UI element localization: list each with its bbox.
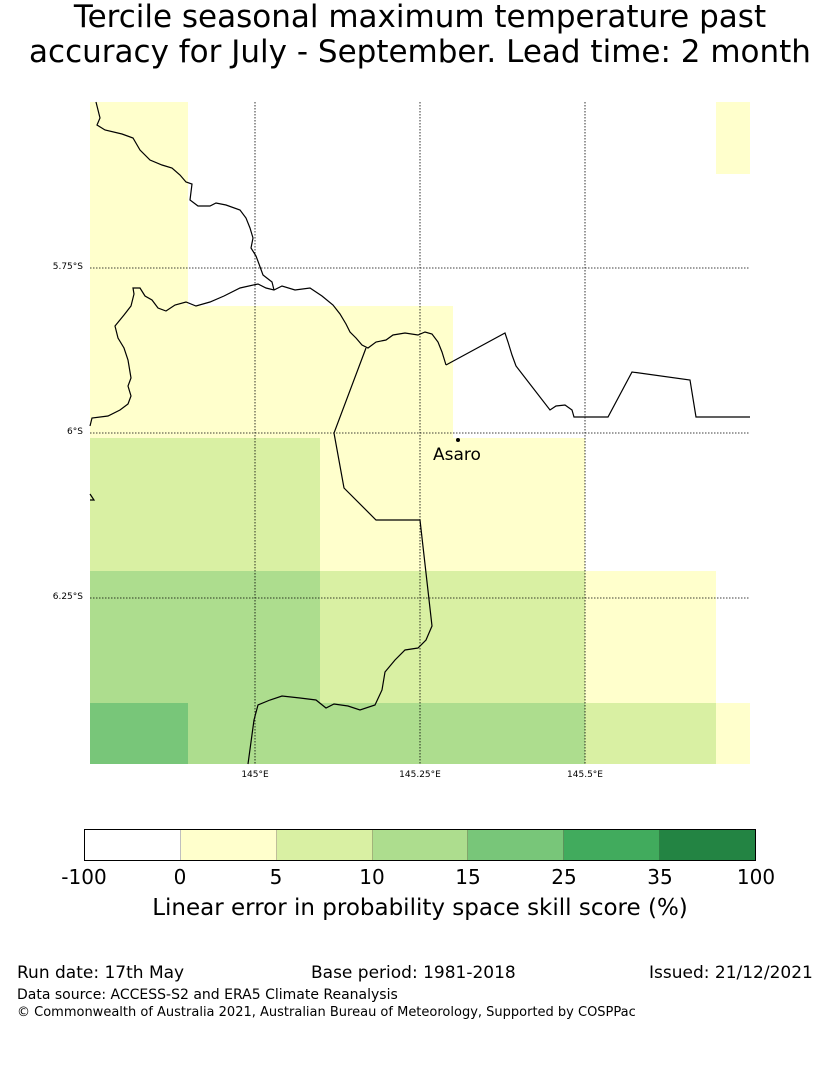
- colorbar-tick: 5: [269, 865, 283, 889]
- grid-cell: [585, 703, 716, 764]
- colorbar-cell: [85, 830, 181, 860]
- lon-label-145: 145°E: [241, 770, 269, 780]
- asaro-marker: [456, 438, 460, 442]
- grid-cell: [90, 306, 453, 438]
- place-label-asaro: Asaro: [433, 445, 481, 465]
- colorbar-cell: [564, 830, 661, 860]
- grid-cell: [90, 703, 188, 764]
- colorbar-tick: 0: [173, 865, 187, 889]
- copyright: © Commonwealth of Australia 2021, Austra…: [17, 1005, 636, 1020]
- colorbar-tick: 100: [736, 865, 776, 889]
- boundary-fragment: [89, 493, 96, 501]
- colorbar-tick: 35: [647, 865, 673, 889]
- boundary-east: [445, 332, 750, 418]
- colorbar-cell: [276, 830, 373, 860]
- skill-score-map: [89, 101, 750, 765]
- colorbar-tick: 15: [455, 865, 481, 889]
- boundary-west: [89, 283, 447, 427]
- grid-cell: [716, 703, 750, 764]
- colorbar-label: Linear error in probability space skill …: [152, 895, 688, 921]
- skill-grid-cells: [90, 102, 750, 764]
- lon-label-145-25: 145.25°E: [399, 770, 441, 780]
- lat-label-6: 6°S: [67, 427, 83, 437]
- colorbar-cell: [180, 830, 277, 860]
- province-boundaries: [89, 101, 750, 765]
- colorbar-tick: -100: [61, 865, 107, 889]
- colorbar-cell: [468, 830, 565, 860]
- colorbar-cell: [660, 830, 756, 860]
- lon-label-145-5: 145.5°E: [567, 770, 603, 780]
- map-title-line1: Tercile seasonal maximum temperature pas…: [73, 0, 767, 35]
- grid-cell: [716, 102, 750, 174]
- grid-cell: [585, 571, 716, 703]
- grid-cell: [90, 571, 320, 703]
- colorbar-cell: [372, 830, 469, 860]
- map-title-line2: accuracy for July - September. Lead time…: [29, 34, 811, 70]
- lat-label-6-25: 6.25°S: [52, 592, 83, 602]
- grid-cell: [90, 102, 188, 306]
- lat-label-5-75: 5.75°S: [52, 262, 83, 272]
- colorbar-tick: 25: [551, 865, 577, 889]
- grid-cell: [320, 571, 585, 703]
- grid-cell: [320, 438, 585, 571]
- boundary-interior: [247, 347, 433, 765]
- boundary-north: [95, 101, 275, 291]
- issued-date: Issued: 21/12/2021: [649, 963, 813, 983]
- data-source: Data source: ACCESS-S2 and ERA5 Climate …: [17, 987, 398, 1003]
- colorbar-tick: 10: [359, 865, 385, 889]
- grid-cell: [90, 438, 320, 571]
- run-date: Run date: 17th May: [17, 963, 185, 983]
- colorbar: [84, 829, 756, 861]
- grid-cell: [188, 703, 585, 764]
- base-period: Base period: 1981-2018: [311, 963, 516, 983]
- graticule: [90, 102, 750, 764]
